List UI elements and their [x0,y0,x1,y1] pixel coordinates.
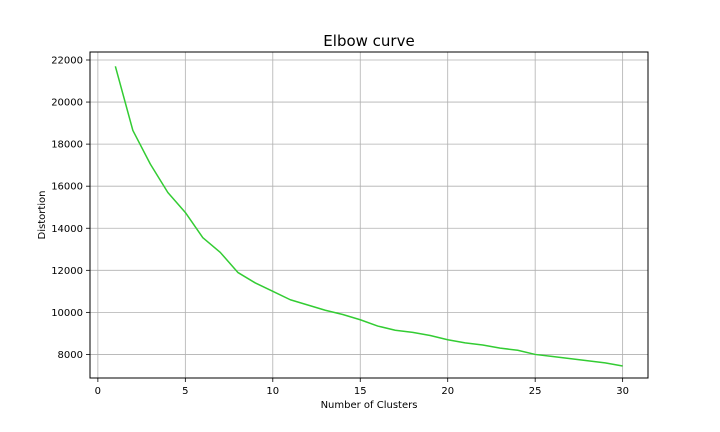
y-tick-label: 12000 [51,266,83,277]
x-tick-label: 25 [529,386,542,397]
axis-ticks: 0 5 10 15 20 25 30 8000 10000 12000 14000 16000 1800… [51,55,629,397]
y-tick-label: 14000 [51,224,83,235]
plot-frame [89,51,649,379]
y-tick-label: 16000 [51,182,83,193]
series-layer [114,66,623,367]
x-tick-label: 5 [182,386,188,397]
x-tick-label: 10 [266,386,279,397]
y-axis-label: Distortion [37,191,48,240]
grid-lines [90,52,648,378]
y-tick-label: 18000 [51,140,83,151]
y-tick-label: 22000 [51,55,83,66]
distortion-line [114,66,623,367]
y-tick-label: 8000 [58,350,83,361]
y-tick-label: 10000 [51,308,83,319]
x-tick-label: 15 [354,386,367,397]
x-tick-label: 20 [441,386,454,397]
x-tick-label: 0 [95,386,101,397]
x-tick-label: 30 [616,386,629,397]
x-axis-label: Number of Clusters [321,400,418,411]
chart-title: Elbow curve [323,32,414,50]
y-tick-label: 20000 [51,98,83,109]
